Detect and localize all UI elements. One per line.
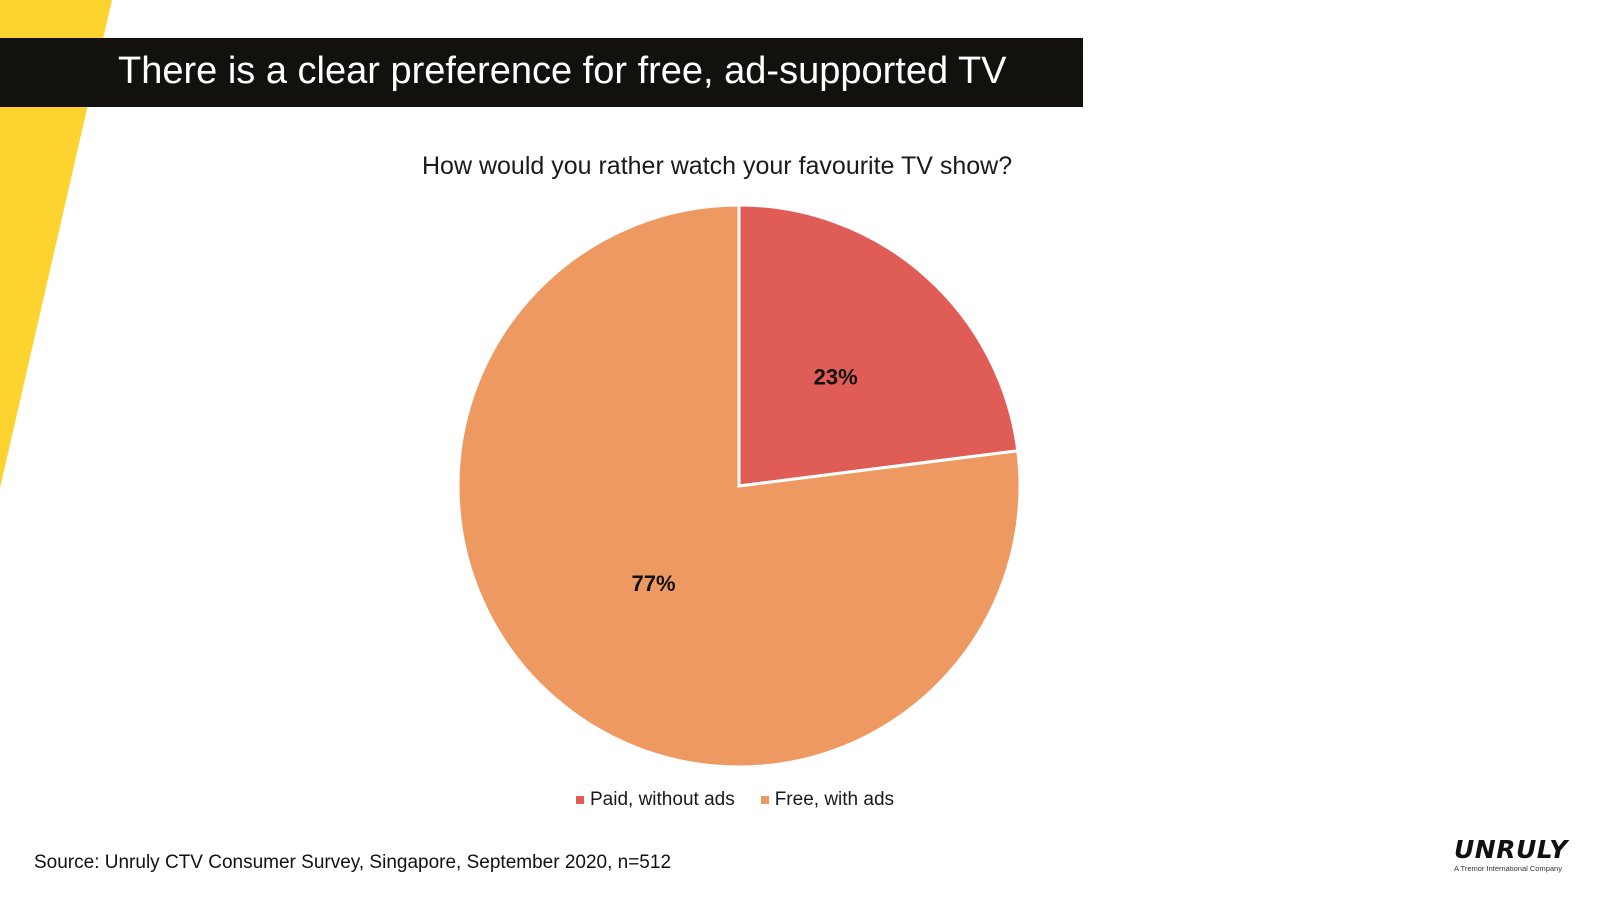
pie-slice-label-0: 23% — [814, 364, 858, 389]
legend-label-paid: Paid, without ads — [590, 789, 735, 810]
pie-slice-1 — [456, 203, 1022, 769]
title-bar — [0, 38, 1083, 107]
slide-title: There is a clear preference for free, ad… — [118, 50, 1007, 92]
pie-slice-0 — [737, 203, 1020, 488]
brand-tagline: A Tremor International Company — [1454, 864, 1562, 873]
legend-label-free: Free, with ads — [774, 789, 895, 810]
legend-swatch-free — [760, 796, 769, 804]
chart-legend: Paid, without ads Free, with ads — [576, 789, 920, 811]
pie-slice-label-1: 77% — [631, 571, 675, 596]
brand-name: UNRULY — [1454, 835, 1568, 864]
legend-item-paid: Paid, without ads — [576, 789, 735, 811]
legend-swatch-paid — [576, 796, 584, 804]
source-note: Source: Unruly CTV Consumer Survey, Sing… — [34, 852, 672, 873]
legend-item-free: Free, with ads — [760, 789, 895, 811]
brand-logo: UNRULY A Tremor International Company — [1454, 836, 1574, 874]
chart-title: How would you rather watch your favourit… — [422, 152, 1013, 180]
